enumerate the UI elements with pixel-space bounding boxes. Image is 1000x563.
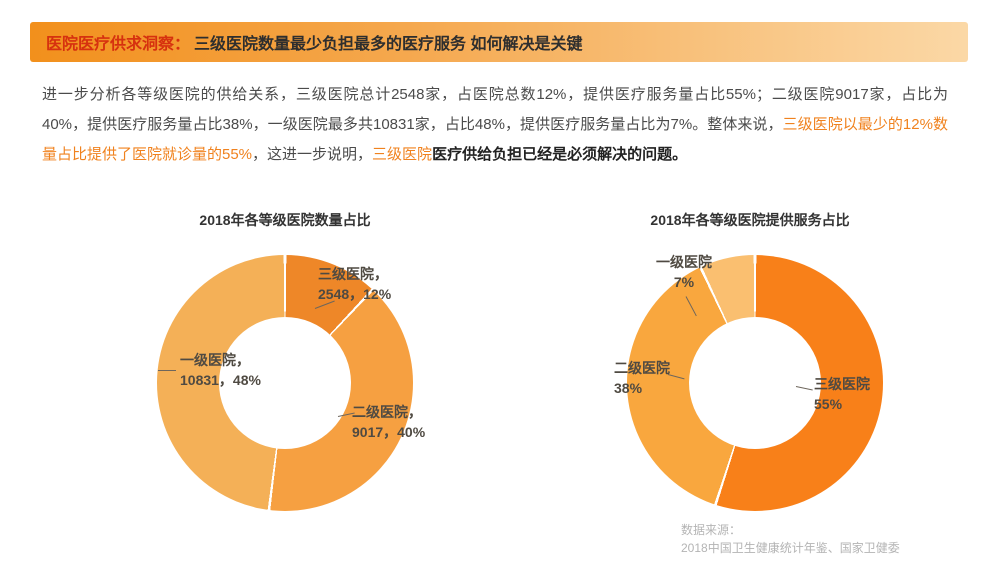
donut-chart-container	[157, 255, 413, 511]
callout-line: 10831，48%	[180, 372, 261, 388]
callout-tier1-service: 一级医院 7%	[652, 252, 716, 292]
callout-tier2-service: 二级医院 38%	[614, 358, 670, 398]
donut-chart-container	[627, 255, 883, 511]
insight-paragraph: 进一步分析各等级医院的供给关系，三级医院总计2548家，占医院总数12%，提供医…	[42, 80, 948, 170]
data-source-note: 数据来源： 2018中国卫生健康统计年鉴、国家卫健委	[681, 521, 900, 557]
callout-line: 二级医院	[614, 360, 670, 376]
paragraph-segment: 三级医院	[372, 146, 433, 163]
donut-chart-count	[157, 255, 413, 511]
callout-line: 38%	[614, 380, 643, 396]
callout-line: 二级医院，	[352, 404, 422, 420]
leader-line	[158, 370, 176, 371]
callout-line: 7%	[673, 274, 695, 290]
chart-title-service: 2018年各等级医院提供服务占比	[650, 212, 850, 228]
callout-line: 三级医院，	[318, 266, 388, 282]
source-line-1: 数据来源：	[681, 523, 742, 537]
paragraph-segment: 医疗供给负担已经是必须解决的问题。	[432, 146, 688, 163]
callout-tier3-service: 三级医院 55%	[814, 374, 870, 414]
callout-line: 三级医院	[814, 376, 870, 392]
paragraph-segment: 三级医院以最少的12%数量占比提供了医院就诊量的55%	[42, 116, 948, 163]
paragraph-segment: 进一步分析各等级医院的供给关系，三级医院总计2548家，占医院总数12%，提供医…	[42, 86, 948, 133]
callout-tier2-count: 二级医院， 9017，40%	[352, 402, 425, 442]
donut-chart-service	[627, 255, 883, 511]
callout-tier1-count: 一级医院， 10831，48%	[180, 350, 261, 390]
page-title: 三级医院数量最少负担最多的医疗服务 如何解决是关键	[194, 36, 583, 53]
source-line-2: 2018中国卫生健康统计年鉴、国家卫健委	[681, 541, 900, 555]
callout-line: 9017，40%	[352, 424, 426, 440]
callout-line: 一级医院，	[180, 352, 250, 368]
header-tag: 医院医疗供求洞察：	[46, 36, 191, 53]
charts-row: 2018年各等级医院数量占比 三级医院， 2548，12% 二级医院， 9017…	[0, 210, 1000, 540]
chart-service-share: 2018年各等级医院提供服务占比 一级医院 7% 二级医院 38% 三级医院 5…	[500, 210, 1000, 540]
chart-title-count: 2018年各等级医院数量占比	[199, 212, 371, 228]
header-bar: 医院医疗供求洞察： 三级医院数量最少负担最多的医疗服务 如何解决是关键	[30, 22, 968, 62]
callout-tier3-count: 三级医院， 2548，12%	[318, 264, 391, 304]
callout-line: 2548，12%	[318, 286, 392, 302]
callout-line: 一级医院	[656, 254, 712, 270]
paragraph-segment: ，这进一步说明，	[252, 146, 373, 163]
chart-hospital-count: 2018年各等级医院数量占比 三级医院， 2548，12% 二级医院， 9017…	[0, 210, 500, 540]
callout-line: 55%	[814, 396, 843, 412]
